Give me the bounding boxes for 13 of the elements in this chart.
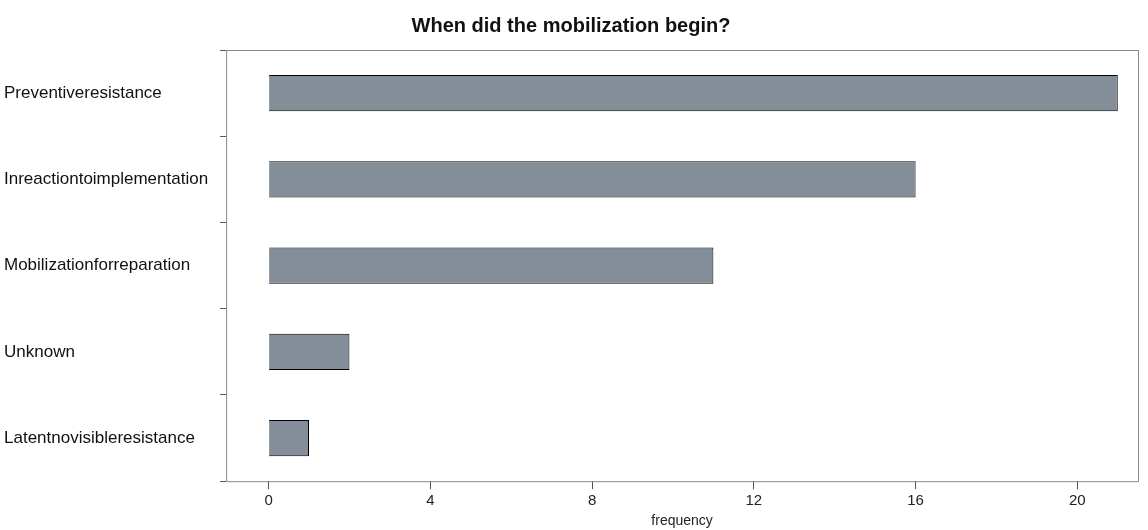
x-tick-label: 4 xyxy=(426,491,435,509)
x-axis-title: frequency xyxy=(651,512,713,529)
y-tick-label: Unknown xyxy=(4,341,75,361)
y-tick-label: Inreactiontoimplementation xyxy=(4,169,209,189)
y-tick-label: Preventiveresistance xyxy=(4,82,162,102)
x-tick-label: 16 xyxy=(907,491,924,509)
x-tick-label: 12 xyxy=(745,491,763,509)
chart-title: When did the mobilization begin? xyxy=(411,13,731,36)
x-tick-label: 8 xyxy=(587,491,597,509)
x-tick-label: 20 xyxy=(1069,491,1086,509)
y-tick-label: Mobilizationforreparation xyxy=(4,255,191,275)
x-tick-label: 0 xyxy=(264,491,273,509)
y-tick-label: Latentnovisibleresistance xyxy=(4,427,195,447)
